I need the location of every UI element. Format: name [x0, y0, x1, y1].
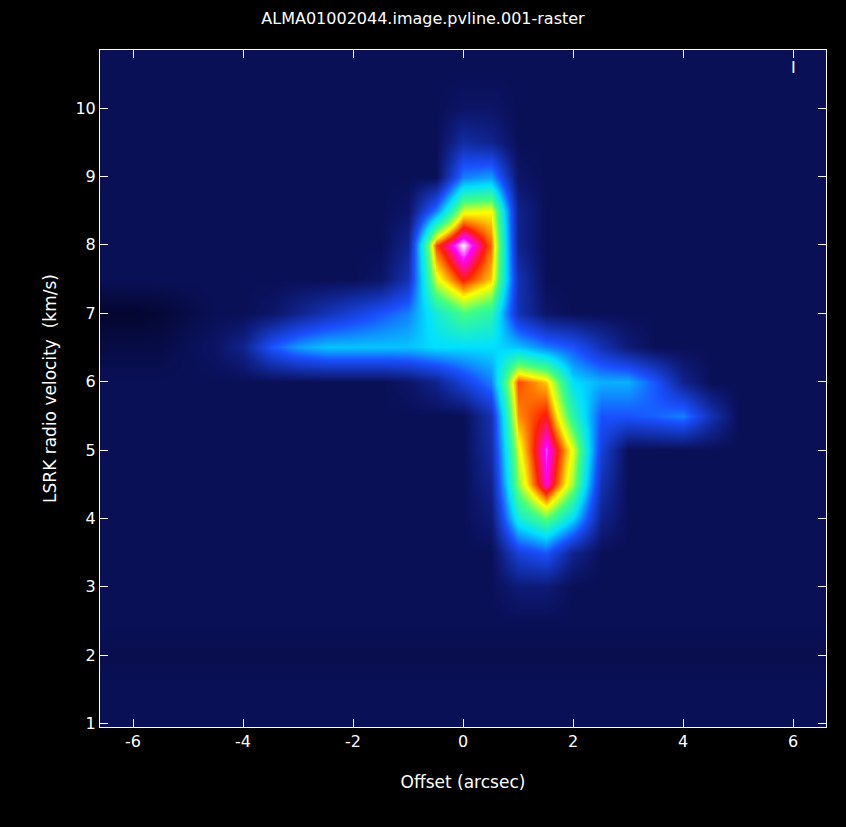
svg-text:2: 2	[568, 732, 578, 751]
svg-text:-2: -2	[345, 732, 361, 751]
svg-text:1: 1	[86, 714, 96, 733]
svg-text:0: 0	[458, 732, 468, 751]
svg-text:LSRK radio velocity (km/s): LSRK radio velocity (km/s)	[40, 274, 60, 503]
svg-text:4: 4	[86, 509, 96, 528]
svg-text:-6: -6	[125, 732, 141, 751]
svg-text:-4: -4	[235, 732, 251, 751]
svg-text:6: 6	[788, 732, 798, 751]
svg-text:7: 7	[86, 304, 96, 323]
svg-text:6: 6	[86, 372, 96, 391]
svg-text:ALMA01002044.image.pvline.001-: ALMA01002044.image.pvline.001-raster	[261, 9, 585, 28]
svg-text:8: 8	[86, 235, 96, 254]
svg-text:10: 10	[75, 99, 95, 118]
svg-text:4: 4	[678, 732, 688, 751]
svg-text:5: 5	[86, 441, 96, 460]
svg-text:I: I	[791, 58, 796, 77]
svg-text:3: 3	[86, 577, 96, 596]
svg-text:2: 2	[86, 646, 96, 665]
svg-text:Offset (arcsec): Offset (arcsec)	[401, 772, 526, 792]
svg-text:9: 9	[86, 167, 96, 186]
